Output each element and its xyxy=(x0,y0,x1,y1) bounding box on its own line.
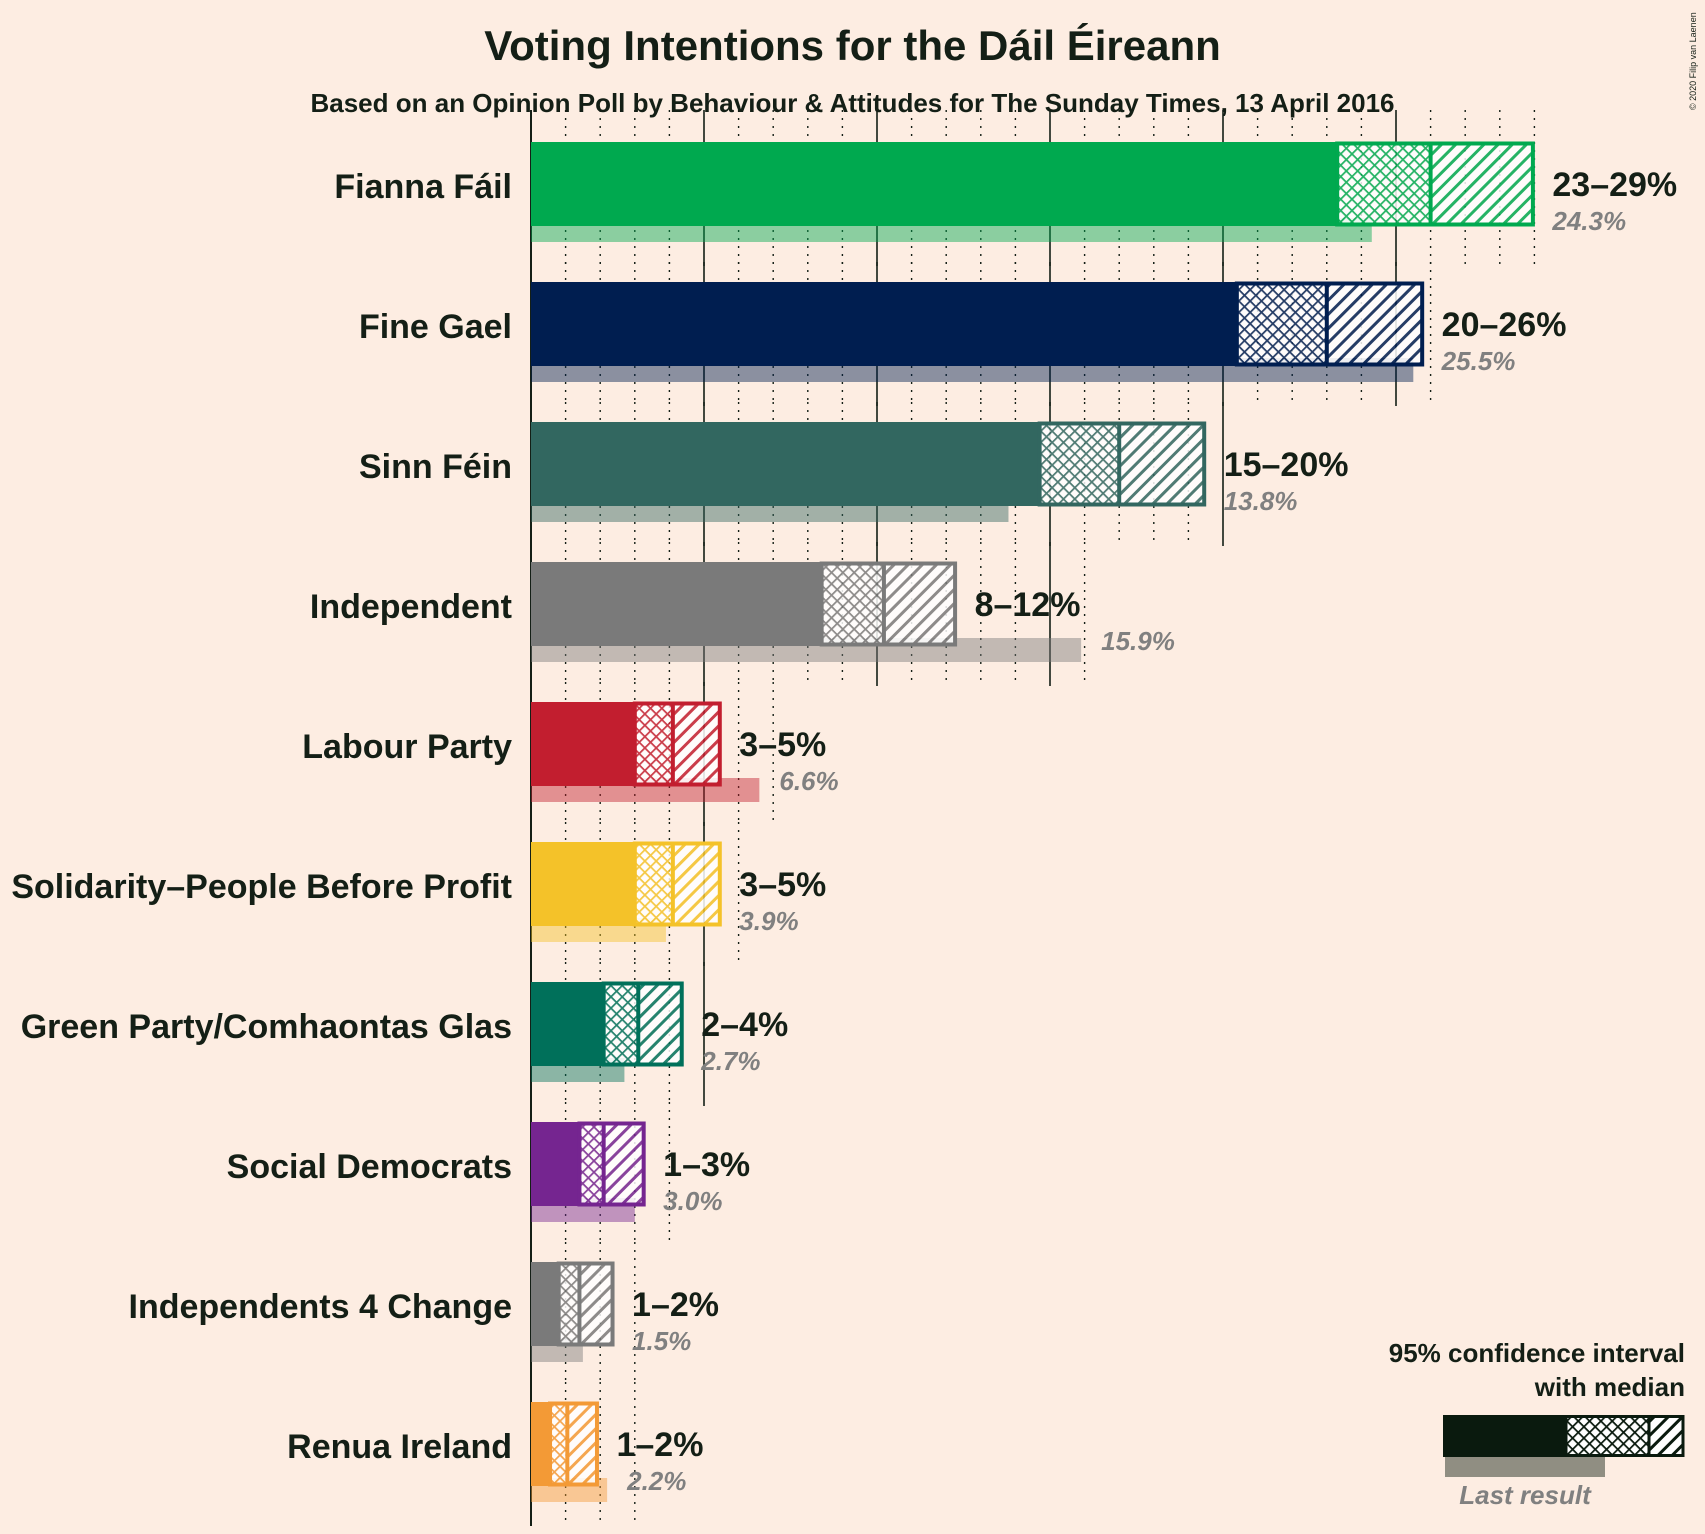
chart-subtitle: Based on an Opinion Poll by Behaviour & … xyxy=(310,88,1395,118)
range-label: 1–3% xyxy=(663,1146,750,1184)
party-name: Solidarity–People Before Profit xyxy=(11,868,512,906)
legend-last-result-bar xyxy=(1445,1455,1605,1477)
party-name: Fine Gael xyxy=(359,308,512,346)
ci-low-bar xyxy=(531,1262,559,1346)
ci-upper-half xyxy=(883,562,957,646)
last-result-label: 24.3% xyxy=(1551,206,1626,236)
legend-solid-bar xyxy=(1443,1415,1566,1457)
ci-lower-half xyxy=(603,982,639,1066)
ci-upper-half xyxy=(1119,422,1206,506)
ci-upper-half xyxy=(638,982,684,1066)
ci-outline xyxy=(819,561,958,647)
legend-crosshatch xyxy=(1566,1415,1649,1457)
ci-upper-half xyxy=(603,1122,646,1206)
ci-outline xyxy=(1037,421,1207,507)
legend-title-line1: 95% confidence interval xyxy=(1388,1338,1685,1368)
range-label: 8–12% xyxy=(975,586,1081,624)
ci-upper-half xyxy=(672,842,722,926)
ci-low-bar xyxy=(531,282,1237,366)
range-label: 1–2% xyxy=(632,1286,719,1324)
party-row: Green Party/Comhaontas Glas 2–4%2.7% xyxy=(21,981,788,1082)
party-name: Independents 4 Change xyxy=(129,1288,513,1326)
bars-layer: Fianna Fáil 23–29%24.3% Fine Gael 20–26%25.… xyxy=(11,141,1677,1502)
range-label: 20–26% xyxy=(1442,306,1567,344)
ci-low-bar xyxy=(531,982,604,1066)
ci-upper-half xyxy=(567,1402,599,1486)
last-result-label: 2.7% xyxy=(700,1046,760,1076)
party-name: Social Democrats xyxy=(227,1148,512,1186)
party-name: Sinn Féin xyxy=(359,448,512,486)
ci-lower-half xyxy=(821,562,884,646)
last-result-label: 3.9% xyxy=(739,906,798,936)
last-result-label: 13.8% xyxy=(1224,486,1298,516)
legend-last-result-label: Last result xyxy=(1459,1480,1591,1510)
ci-low-bar xyxy=(531,842,635,926)
ci-outline xyxy=(1335,141,1535,227)
last-result-label: 2.2% xyxy=(626,1466,686,1496)
last-result-label: 1.5% xyxy=(632,1326,691,1356)
ci-upper-half xyxy=(1326,282,1424,366)
ci-low-bar xyxy=(531,562,822,646)
last-result-label: 25.5% xyxy=(1441,346,1516,376)
range-label: 2–4% xyxy=(701,1006,788,1044)
ci-lower-half xyxy=(1337,142,1431,226)
ci-outline xyxy=(632,841,722,927)
party-row: Social Democrats 1–3%3.0% xyxy=(227,1121,750,1222)
last-result-label: 3.0% xyxy=(663,1186,722,1216)
party-name: Independent xyxy=(310,588,512,626)
chart-title: Voting Intentions for the Dáil Éireann xyxy=(484,22,1221,69)
range-label: 3–5% xyxy=(739,866,826,904)
party-row: Fianna Fáil 23–29%24.3% xyxy=(334,141,1677,242)
range-label: 15–20% xyxy=(1224,446,1349,484)
legend-title: 95% confidence interval with median xyxy=(1389,1336,1685,1404)
party-name: Fianna Fáil xyxy=(334,168,512,206)
ci-low-bar xyxy=(531,142,1338,226)
legend-hatch xyxy=(1649,1415,1684,1457)
ci-lower-half xyxy=(558,1262,580,1346)
legend-title-line2: with median xyxy=(1534,1372,1685,1402)
party-row: Renua Ireland 1–2%2.2% xyxy=(287,1401,703,1502)
ci-outline xyxy=(601,981,684,1067)
last-result-label: 15.9% xyxy=(1101,626,1175,656)
last-result-label: 6.6% xyxy=(779,766,838,796)
party-row: Sinn Féin 15–20%13.8% xyxy=(359,421,1349,522)
ci-upper-half xyxy=(579,1262,615,1346)
ci-upper-half xyxy=(672,702,722,786)
range-label: 1–2% xyxy=(616,1426,703,1464)
ci-low-bar xyxy=(531,422,1040,506)
party-name: Green Party/Comhaontas Glas xyxy=(21,1008,512,1046)
ci-lower-half xyxy=(1236,282,1327,366)
ci-lower-half xyxy=(634,842,673,926)
ci-outline xyxy=(632,701,722,787)
party-row: Independent 8–12% 15.9% xyxy=(310,561,1175,662)
ci-upper-half xyxy=(1430,142,1535,226)
ci-outline xyxy=(548,1401,599,1487)
legend xyxy=(1443,1415,1685,1477)
party-row: Solidarity–People Before Profit 3–5%3.9% xyxy=(11,841,826,942)
party-row: Labour Party 3–5%6.6% xyxy=(302,701,839,802)
ci-outline xyxy=(556,1261,615,1347)
range-label: 3–5% xyxy=(739,726,826,764)
ci-outline xyxy=(1234,281,1425,367)
ci-lower-half xyxy=(579,1122,604,1206)
party-name: Labour Party xyxy=(302,728,512,766)
ci-lower-half xyxy=(634,702,673,786)
ci-lower-half xyxy=(1039,422,1120,506)
ci-lower-half xyxy=(550,1402,568,1486)
ci-low-bar xyxy=(531,1122,580,1206)
ci-low-bar xyxy=(531,1402,551,1486)
ci-outline xyxy=(577,1121,646,1207)
ci-low-bar xyxy=(531,702,635,786)
party-row: Fine Gael 20–26%25.5% xyxy=(359,281,1567,382)
party-name: Renua Ireland xyxy=(287,1428,512,1466)
legend-outline xyxy=(1564,1415,1685,1457)
range-label: 23–29% xyxy=(1552,166,1677,204)
party-row: Independents 4 Change 1–2%1.5% xyxy=(129,1261,719,1362)
